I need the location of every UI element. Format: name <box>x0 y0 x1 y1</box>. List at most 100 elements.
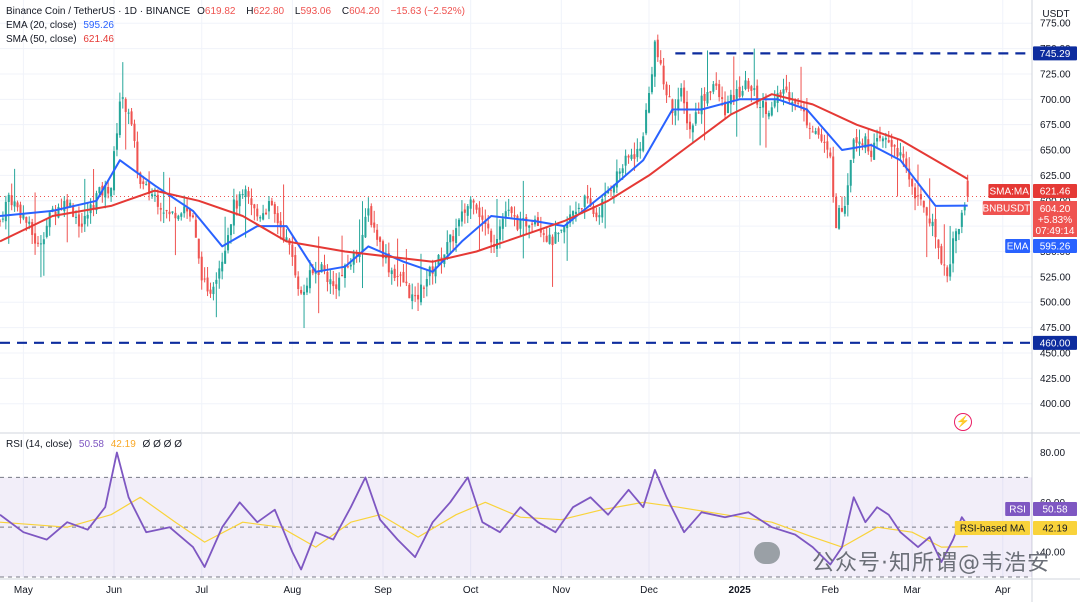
candle-body <box>878 135 882 139</box>
candle-body <box>142 181 145 184</box>
candle-body <box>379 237 382 242</box>
candle-body <box>13 201 16 207</box>
sma-value: 621.46 <box>83 34 114 45</box>
series-ema-line <box>0 98 968 273</box>
candle-body <box>943 264 946 266</box>
sma-price-tag: 621.46 <box>1040 187 1071 198</box>
candle-body <box>212 286 215 295</box>
candle-body <box>150 194 154 196</box>
candle-body <box>218 268 221 279</box>
candle-body <box>466 206 469 216</box>
candle-body <box>814 131 817 134</box>
candle-body <box>688 121 691 130</box>
candle-body <box>291 244 294 257</box>
candle-body <box>396 275 399 277</box>
candle-body <box>77 214 80 227</box>
watermark-text: 公众号·知所谓@韦浩安 <box>812 551 1050 576</box>
candle-body <box>229 224 232 236</box>
candle-body <box>189 209 192 217</box>
candle-body <box>469 199 472 209</box>
candle-body <box>34 233 37 244</box>
candle-body <box>133 123 136 141</box>
ema-legend[interactable]: EMA (20, close) 595.26 <box>6 20 118 31</box>
candle-body <box>98 187 101 194</box>
candle-body <box>580 208 583 210</box>
time-tick-label: Aug <box>283 585 301 596</box>
candle-body <box>954 231 958 242</box>
candle-body <box>57 206 60 218</box>
candle-body <box>180 213 183 217</box>
price-tick-label: 775.00 <box>1040 19 1071 30</box>
candle-body <box>171 211 174 213</box>
candle-body <box>598 215 601 218</box>
candle-body <box>884 137 887 140</box>
candle-body <box>279 220 282 228</box>
candle-body <box>519 219 522 229</box>
level-tag: 745.29 <box>1040 49 1071 60</box>
price-tick-label: 475.00 <box>1040 323 1071 334</box>
candle-body <box>583 195 586 207</box>
candle-body <box>835 196 838 229</box>
candle-body <box>668 96 671 98</box>
candle-body <box>718 84 721 98</box>
candle-body <box>317 270 320 275</box>
candle-body <box>74 216 78 218</box>
candle-body <box>642 136 645 151</box>
candle-body <box>414 295 417 297</box>
candle-body <box>963 204 966 211</box>
candle-body <box>823 141 826 143</box>
candle-body <box>893 144 896 147</box>
candle-body <box>630 154 633 159</box>
candle-body <box>899 152 902 156</box>
candle-body <box>624 155 627 166</box>
time-tick-label: May <box>14 585 33 596</box>
candle-body <box>39 243 42 245</box>
candle-body <box>586 196 589 199</box>
candle-body <box>557 233 560 235</box>
candle-body <box>908 168 911 180</box>
candle-body <box>341 274 344 277</box>
candle-body <box>355 254 358 256</box>
ohlc-low: L593.06 <box>294 6 332 17</box>
candle-body <box>911 178 914 187</box>
candle-body <box>285 237 288 241</box>
candle-body <box>805 108 808 126</box>
bolt-icon[interactable]: ⚡ <box>954 413 972 431</box>
candle-body <box>677 99 680 111</box>
candle-body <box>475 204 478 210</box>
price-tick-label: 650.00 <box>1040 146 1071 157</box>
ema-value: 595.26 <box>83 20 114 31</box>
time-tick-label: 2025 <box>729 585 752 596</box>
candle-body <box>902 153 905 158</box>
candle-body <box>525 217 528 227</box>
ema-price-tag-bg <box>1033 239 1077 253</box>
sma-name-tag: SMA:MA <box>989 187 1029 198</box>
candle-body <box>595 212 598 218</box>
candle-body <box>294 255 297 276</box>
price-tick-label: 400.00 <box>1040 399 1071 410</box>
candle-body <box>782 89 785 94</box>
sma-legend[interactable]: SMA (50, close) 621.46 <box>6 34 118 45</box>
rsi-ma-line <box>0 496 968 548</box>
candle-body <box>916 195 920 197</box>
rsi-ma-price-tag-bg <box>1033 521 1077 535</box>
ema-name-tag-bg <box>1005 239 1030 253</box>
candle-body <box>390 270 393 275</box>
candle-body <box>846 185 849 205</box>
candle-body <box>276 213 279 224</box>
candle-body <box>741 91 744 96</box>
candle-body <box>925 207 928 216</box>
candle-body <box>703 94 706 101</box>
candle-body <box>683 87 686 104</box>
candle-body <box>712 84 715 92</box>
rsi-legend[interactable]: RSI (14, close) 50.58 42.19 Ø Ø Ø Ø <box>6 439 186 450</box>
candle-body <box>452 236 455 242</box>
candle-body <box>367 208 370 216</box>
candle-body <box>498 226 501 240</box>
candle-body <box>364 216 367 238</box>
candle-body <box>481 215 484 220</box>
candle-body <box>855 137 858 143</box>
candle-body <box>28 221 31 224</box>
candle-body <box>779 92 782 96</box>
